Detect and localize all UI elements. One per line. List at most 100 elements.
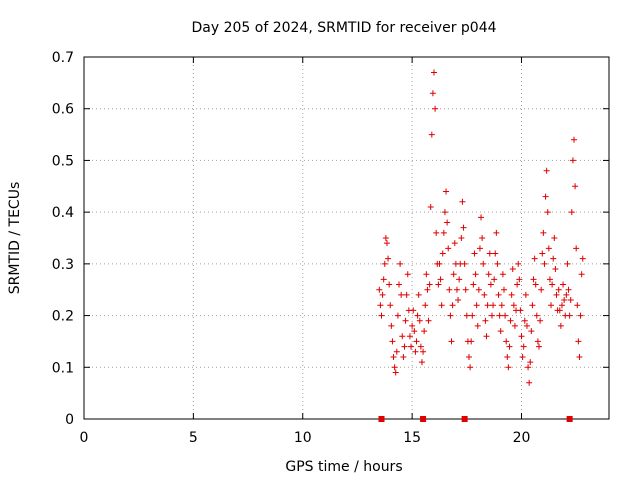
data-point (574, 302, 581, 309)
data-point (475, 286, 482, 293)
data-point (391, 364, 398, 371)
data-point (461, 260, 468, 267)
data-point (462, 286, 469, 293)
data-point (493, 229, 500, 236)
data-point (534, 338, 541, 345)
data-point (432, 105, 439, 112)
data-point (511, 322, 518, 329)
data-point (531, 255, 538, 262)
data-point (385, 255, 392, 262)
data-point (561, 297, 568, 304)
data-point (460, 224, 467, 231)
data-point (573, 245, 580, 252)
data-point (510, 302, 517, 309)
y-tick-label: 0 (65, 412, 74, 428)
data-point (422, 302, 429, 309)
y-axis-label: SRMTID / TECUs (7, 182, 23, 295)
data-point (467, 364, 474, 371)
data-point (549, 281, 556, 288)
data-point (480, 260, 487, 267)
chart-title: Day 205 of 2024, SRMTID for receiver p04… (191, 20, 496, 36)
data-point (507, 317, 514, 324)
axis-ticks (83, 56, 609, 420)
data-point (497, 328, 504, 335)
data-point (389, 338, 396, 345)
data-point (483, 333, 490, 340)
data-point (539, 250, 546, 257)
data-point (557, 322, 564, 329)
data-point (450, 271, 457, 278)
data-point (427, 203, 434, 210)
data-point (382, 235, 389, 241)
data-point (509, 266, 516, 273)
x-tick-label: 0 (80, 430, 89, 446)
x-tick-label: 20 (513, 430, 531, 446)
data-point (575, 338, 582, 345)
data-point (530, 276, 537, 283)
data-point (414, 312, 421, 319)
data-point (560, 281, 567, 288)
data-point (401, 343, 408, 350)
data-point (502, 312, 509, 319)
data-point (495, 291, 502, 298)
data-point (417, 343, 424, 350)
data-point (456, 276, 463, 283)
data-point (551, 235, 558, 241)
data-point (571, 136, 577, 143)
data-point (577, 312, 584, 319)
data-point (396, 281, 402, 288)
data-point (429, 90, 436, 97)
data-point (529, 302, 536, 309)
data-point (474, 322, 481, 329)
gap-marker (566, 416, 573, 422)
data-point (472, 271, 479, 278)
data-point (568, 209, 575, 216)
data-point (482, 317, 489, 324)
data-point (448, 338, 455, 345)
data-point (426, 281, 433, 288)
data-point (519, 353, 526, 360)
data-point (449, 302, 456, 309)
data-point (552, 266, 559, 273)
data-point (506, 343, 513, 350)
data-point (398, 291, 405, 298)
data-point (416, 317, 423, 324)
data-point (546, 276, 553, 283)
data-point (501, 286, 507, 293)
data-point (410, 307, 417, 314)
x-tick-label: 5 (189, 430, 198, 446)
grid-lines (84, 57, 609, 419)
data-point (394, 312, 401, 319)
data-point (542, 193, 549, 200)
data-point (569, 157, 576, 164)
data-point (556, 307, 563, 314)
y-tick-label: 0.2 (52, 309, 74, 325)
data-point (468, 338, 475, 345)
data-point (566, 312, 573, 319)
data-point (523, 322, 530, 329)
data-point (459, 198, 466, 205)
data-point (526, 379, 533, 386)
data-point (490, 302, 497, 309)
y-tick-label: 0.7 (52, 50, 74, 66)
data-point (496, 312, 503, 319)
data-point (444, 219, 451, 226)
data-point (453, 286, 460, 293)
data-point (435, 281, 442, 288)
data-point (540, 229, 547, 236)
data-point (423, 271, 430, 278)
data-point (440, 229, 447, 236)
x-tick-label: 15 (403, 430, 421, 446)
data-point (514, 281, 521, 288)
data-point (567, 297, 574, 304)
data-point (387, 302, 394, 309)
data-point (451, 240, 458, 247)
data-point (555, 286, 562, 293)
data-point (455, 297, 462, 304)
y-tick-label: 0.5 (52, 153, 74, 169)
data-point (522, 291, 529, 298)
data-point (521, 317, 528, 324)
data-point (413, 338, 420, 345)
data-point (418, 359, 425, 366)
data-point (378, 312, 385, 319)
